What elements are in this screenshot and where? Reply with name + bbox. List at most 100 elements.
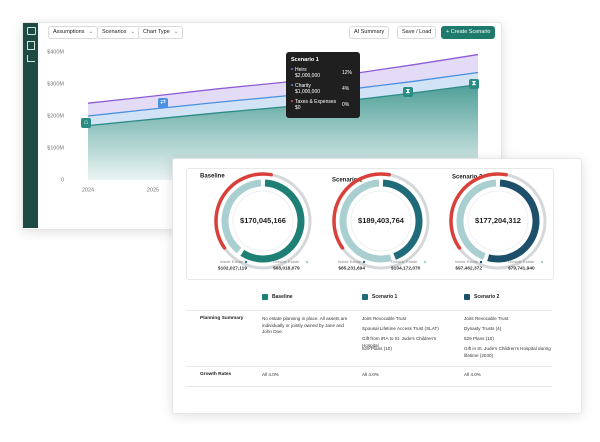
dot — [291, 84, 293, 86]
series-line — [87, 53, 479, 104]
legend-value: $68,018,079 — [273, 265, 300, 271]
dropdown[interactable]: Chart Type — [138, 26, 184, 39]
cell-text: All 4.0% — [362, 372, 379, 377]
cell-text: Gift from IRA to St. Jude's Children's H… — [362, 336, 437, 348]
timer-event-icon[interactable]: ⧗ — [403, 87, 413, 97]
scenario-title: Scenario 1 — [332, 178, 363, 184]
total-value: $170,045,166 — [240, 216, 286, 225]
x-tick-label: 2024 — [82, 187, 94, 193]
cell-text: Gift in St. Jude's Children's Hospital d… — [464, 346, 551, 358]
cell-text: Joint Revocable Trust — [464, 316, 509, 321]
total-value: $177,204,312 — [475, 216, 521, 225]
header-swatch — [262, 294, 268, 300]
outer-accent — [449, 172, 508, 250]
y-tick-label: $400M — [47, 49, 64, 55]
legend-value: $79,741,940 — [508, 265, 535, 271]
outside-estate-arc — [456, 179, 497, 260]
create-scenario-button[interactable]: + Create Scenario — [441, 26, 496, 39]
tooltip-title: Scenario 1 — [291, 57, 319, 63]
inside-estate-arc — [382, 179, 423, 260]
scenario-title: Scenario 2 — [452, 175, 483, 181]
row-divider — [186, 386, 552, 387]
y-tick-label: $300M — [47, 81, 64, 87]
y-tick-label: $200M — [47, 113, 64, 119]
legend-label: Inside Estate — [455, 259, 479, 264]
cell-text: All 4.0% — [464, 372, 481, 377]
save-load-button[interactable]: Save / Load — [397, 26, 437, 39]
tooltip-amount: $1,000,000 — [295, 89, 321, 95]
dot — [291, 100, 293, 102]
legend-value: $85,231,694 — [338, 265, 365, 271]
area-fill — [88, 84, 478, 180]
tooltip-label: Charity — [295, 83, 311, 89]
outside-estate-arc — [339, 179, 392, 263]
legend-label: Outside Estate — [391, 259, 418, 264]
legend-value: $104,172,070 — [391, 265, 421, 271]
ai-summary-button[interactable]: AI Summary — [349, 26, 390, 39]
legend-dot — [362, 260, 366, 264]
legend-dot — [423, 260, 427, 264]
legend-dot — [540, 260, 544, 264]
inner-disc — [232, 190, 294, 252]
tooltip-amount: $2,000,000 — [295, 73, 321, 79]
legend-dot — [244, 260, 248, 264]
dot — [291, 68, 293, 70]
legend-label: Inside Estate — [338, 259, 362, 264]
timer-event-icon[interactable]: ⧗ — [469, 79, 479, 89]
legend-value: $102,027,119 — [218, 265, 247, 271]
row-label: Growth Rates — [200, 372, 232, 377]
legend-label: Outside Estate — [273, 259, 300, 264]
legend-value: $97,462,372 — [455, 265, 482, 271]
row-divider — [186, 310, 552, 311]
tooltip-percent: 4% — [342, 86, 350, 92]
sidebar — [23, 23, 38, 228]
inside-estate-arc — [487, 179, 540, 263]
tooltip-label: Heirs — [295, 67, 307, 73]
legend-label: Inside Estate — [220, 259, 244, 264]
transfer-event-icon[interactable]: ⇄ — [158, 98, 168, 108]
y-tick-label: 0 — [61, 177, 64, 183]
legend-dot — [305, 260, 309, 264]
dropdown[interactable]: Assumptions — [48, 26, 99, 39]
cell-text: 529 Plans (10) — [464, 336, 494, 341]
tooltip-amount: $0 — [295, 105, 301, 111]
column-header: Scenario 1 — [372, 294, 398, 300]
inner-disc — [350, 190, 412, 252]
cell-text: Dynasty Trusts (4) — [464, 326, 502, 331]
tooltip-percent: 0% — [342, 102, 350, 108]
home-icon[interactable] — [27, 27, 36, 35]
column-header: Scenario 2 — [474, 294, 500, 300]
column-header: Baseline — [272, 294, 293, 300]
cell-text: Spousal Lifetime Access Trust (SLAT) — [362, 326, 439, 331]
series-line — [87, 83, 479, 127]
tooltip: Scenario 1 Heirs $2,000,000 12% Charity … — [286, 52, 360, 118]
outer-accent — [332, 172, 391, 250]
legend-label: Outside Estate — [508, 259, 535, 264]
tooltip-percent: 12% — [342, 70, 353, 76]
cell-text: No estate planning in place. All assets … — [262, 316, 348, 334]
cell-text: Joint Revocable Trust — [362, 316, 407, 321]
scenario-title: Baseline — [200, 174, 225, 180]
doc-icon[interactable] — [27, 41, 35, 50]
donut-panel — [186, 168, 554, 280]
chart-icon[interactable] — [27, 55, 35, 62]
cell-text: 529 Plans (10) — [362, 346, 392, 351]
home-event-icon[interactable]: ⌂ — [81, 118, 91, 128]
y-tick-label: $100M — [47, 145, 64, 151]
total-value: $189,403,764 — [358, 216, 405, 225]
row-divider — [186, 366, 552, 367]
header-swatch — [464, 294, 470, 300]
x-tick-label: 2025 — [147, 187, 159, 193]
outside-estate-arc — [221, 179, 262, 254]
row-label: Planning Summary — [200, 316, 244, 321]
tooltip-label: Taxes & Expenses — [295, 99, 337, 105]
outer-accent — [214, 172, 273, 250]
cell-text: All 4.0% — [262, 372, 279, 377]
inner-disc — [467, 190, 529, 252]
legend-dot — [479, 260, 483, 264]
inside-estate-arc — [240, 179, 305, 263]
series-line — [87, 71, 479, 117]
